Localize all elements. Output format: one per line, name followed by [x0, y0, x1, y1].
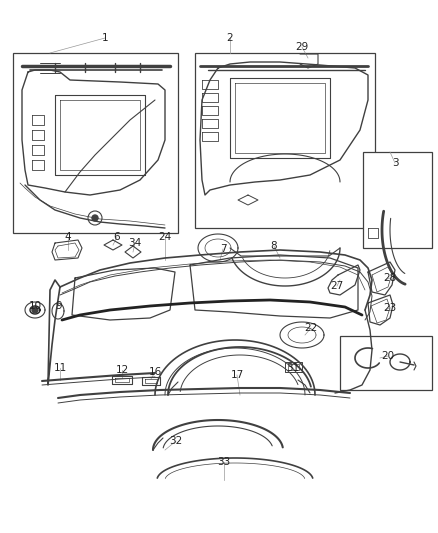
Text: 28: 28 — [383, 273, 397, 283]
Text: 6: 6 — [114, 232, 120, 242]
Text: 16: 16 — [148, 367, 162, 377]
Text: 7: 7 — [220, 244, 226, 254]
Text: 12: 12 — [115, 365, 129, 375]
Text: 34: 34 — [128, 238, 141, 248]
Circle shape — [92, 215, 98, 221]
Text: 29: 29 — [295, 42, 309, 52]
Bar — [13, 53, 178, 233]
Text: 27: 27 — [330, 281, 344, 291]
Text: 24: 24 — [159, 232, 172, 242]
Text: 22: 22 — [304, 323, 318, 333]
Text: 9: 9 — [56, 301, 62, 311]
Text: 17: 17 — [230, 370, 244, 380]
Text: 31: 31 — [286, 363, 300, 373]
Text: 4: 4 — [65, 232, 71, 242]
Text: 10: 10 — [28, 301, 42, 311]
Text: 20: 20 — [381, 351, 395, 361]
Text: 2: 2 — [227, 33, 233, 43]
Bar — [340, 336, 432, 390]
Text: 33: 33 — [217, 457, 231, 467]
Text: 1: 1 — [102, 33, 108, 43]
Text: 3: 3 — [392, 158, 398, 168]
Text: 11: 11 — [53, 363, 67, 373]
Text: 23: 23 — [383, 303, 397, 313]
Bar — [363, 152, 432, 248]
Bar — [195, 53, 375, 228]
Text: 8: 8 — [271, 241, 277, 251]
Circle shape — [32, 307, 38, 313]
Text: 32: 32 — [170, 436, 183, 446]
